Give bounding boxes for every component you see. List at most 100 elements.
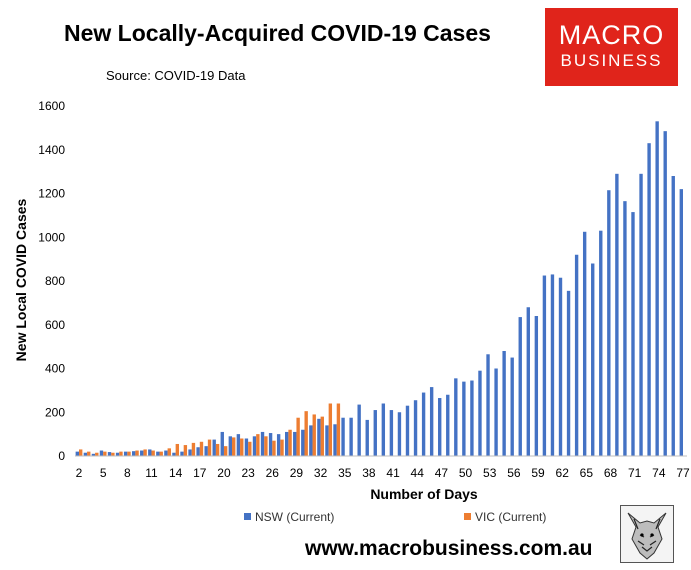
nsw-bar [574, 254, 579, 456]
nsw-bar [115, 452, 120, 456]
x-tick-label: 47 [435, 466, 449, 480]
nsw-bar [405, 405, 410, 456]
nsw-bar [252, 436, 257, 456]
nsw-bar [446, 394, 450, 456]
chart-source: Source: COVID-19 Data [106, 68, 246, 83]
nsw-bar [220, 431, 224, 456]
nsw-bar [679, 189, 683, 457]
x-tick-label: 74 [652, 466, 666, 480]
vic-bar [248, 441, 252, 456]
y-tick-label: 800 [45, 274, 65, 288]
vic-bar [264, 436, 268, 456]
y-tick-label: 1600 [38, 99, 65, 113]
y-tick-label: 600 [45, 318, 65, 332]
nsw-bar [623, 201, 627, 456]
y-tick-label: 1000 [38, 230, 65, 244]
vic-bar [175, 443, 180, 456]
legend: NSW (Current) VIC (Current) [244, 510, 546, 524]
nsw-bar [196, 447, 200, 456]
nsw-bar [301, 429, 305, 456]
vic-bar [135, 450, 139, 456]
nsw-bar [421, 392, 426, 456]
nsw-bar [285, 431, 289, 456]
x-tick-label: 71 [628, 466, 642, 480]
vic-bar [223, 446, 228, 456]
nsw-bar [75, 451, 79, 457]
vic-bar [79, 449, 83, 456]
nsw-bar [317, 418, 321, 456]
y-tick-label: 1200 [38, 187, 65, 201]
x-tick-label: 44 [411, 466, 425, 480]
vic-bar [103, 451, 107, 457]
nsw-bar [268, 433, 273, 456]
nsw-bar [373, 410, 377, 456]
vic-bar [232, 437, 236, 456]
nsw-bar [156, 451, 160, 457]
legend-swatch [244, 513, 251, 520]
nsw-bar [582, 231, 587, 456]
nsw-bar [365, 419, 369, 456]
x-tick-label: 38 [362, 466, 376, 480]
y-tick-label: 200 [45, 405, 65, 419]
vic-bar [167, 448, 171, 456]
nsw-bar [502, 351, 506, 456]
nsw-bar [276, 434, 281, 457]
x-tick-label: 11 [145, 466, 158, 480]
nsw-bar [542, 275, 547, 456]
x-tick-label: 32 [314, 466, 328, 480]
x-tick-label: 35 [338, 466, 352, 480]
x-tick-label: 20 [217, 466, 231, 480]
nsw-bar [204, 446, 208, 456]
nsw-bar [486, 354, 490, 456]
vic-bar [240, 438, 244, 456]
x-axis: 2 5 8 11 14 17 20 23 26 29 32 35 38 41 44 47 50 53 56 59 62 6… [76, 466, 690, 480]
vic-bar [280, 439, 284, 456]
y-tick-label: 400 [45, 362, 65, 376]
x-tick-label: 41 [386, 466, 400, 480]
nsw-bar [309, 425, 313, 457]
nsw-bar [470, 380, 474, 456]
y-axis-title: New Local COVID Cases [13, 198, 29, 361]
x-tick-label: 62 [556, 466, 570, 480]
nsw-bar [550, 274, 555, 456]
vic-bar [151, 450, 155, 456]
nsw-bar [639, 173, 643, 456]
x-tick-label: 50 [459, 466, 473, 480]
x-axis-title: Number of Days [370, 486, 478, 502]
nsw-bar [357, 404, 361, 456]
y-tick-label: 1400 [38, 143, 65, 157]
x-tick-label: 59 [531, 466, 545, 480]
vic-bar [95, 452, 99, 456]
x-tick-label: 68 [604, 466, 618, 480]
vic-bar [191, 442, 196, 457]
x-tick-label: 65 [580, 466, 594, 480]
nsw-bar [526, 307, 530, 456]
nsw-bar [123, 451, 128, 457]
x-tick-label: 23 [241, 466, 255, 480]
nsw-bar [647, 143, 651, 456]
nsw-bar [534, 316, 539, 456]
x-tick-label: 5 [100, 466, 107, 480]
vic-bar [87, 451, 91, 457]
y-tick-label: 0 [58, 449, 65, 463]
nsw-bar [478, 370, 482, 456]
x-tick-label: 17 [193, 466, 207, 480]
nsw-bar [438, 398, 442, 456]
nsw-bar [148, 449, 152, 456]
nsw-bar [293, 431, 297, 456]
vic-bar [336, 403, 341, 456]
nsw-bar [172, 452, 176, 456]
nsw-bar [349, 417, 353, 456]
nsw-bar [341, 417, 345, 456]
nsw-bar [413, 400, 418, 456]
vic-bar [288, 429, 292, 456]
vic-bar [183, 445, 188, 456]
nsw-bar [236, 434, 241, 457]
nsw-bar [212, 439, 216, 456]
nsw-bar [397, 412, 402, 456]
logo-line-2: BUSINESS [560, 51, 663, 70]
nsw-bar [518, 317, 522, 456]
nsw-bar [228, 436, 233, 456]
macrobusiness-logo: MACRO BUSINESS [545, 8, 678, 86]
chart-title: New Locally-Acquired COVID-19 Cases [64, 20, 491, 46]
